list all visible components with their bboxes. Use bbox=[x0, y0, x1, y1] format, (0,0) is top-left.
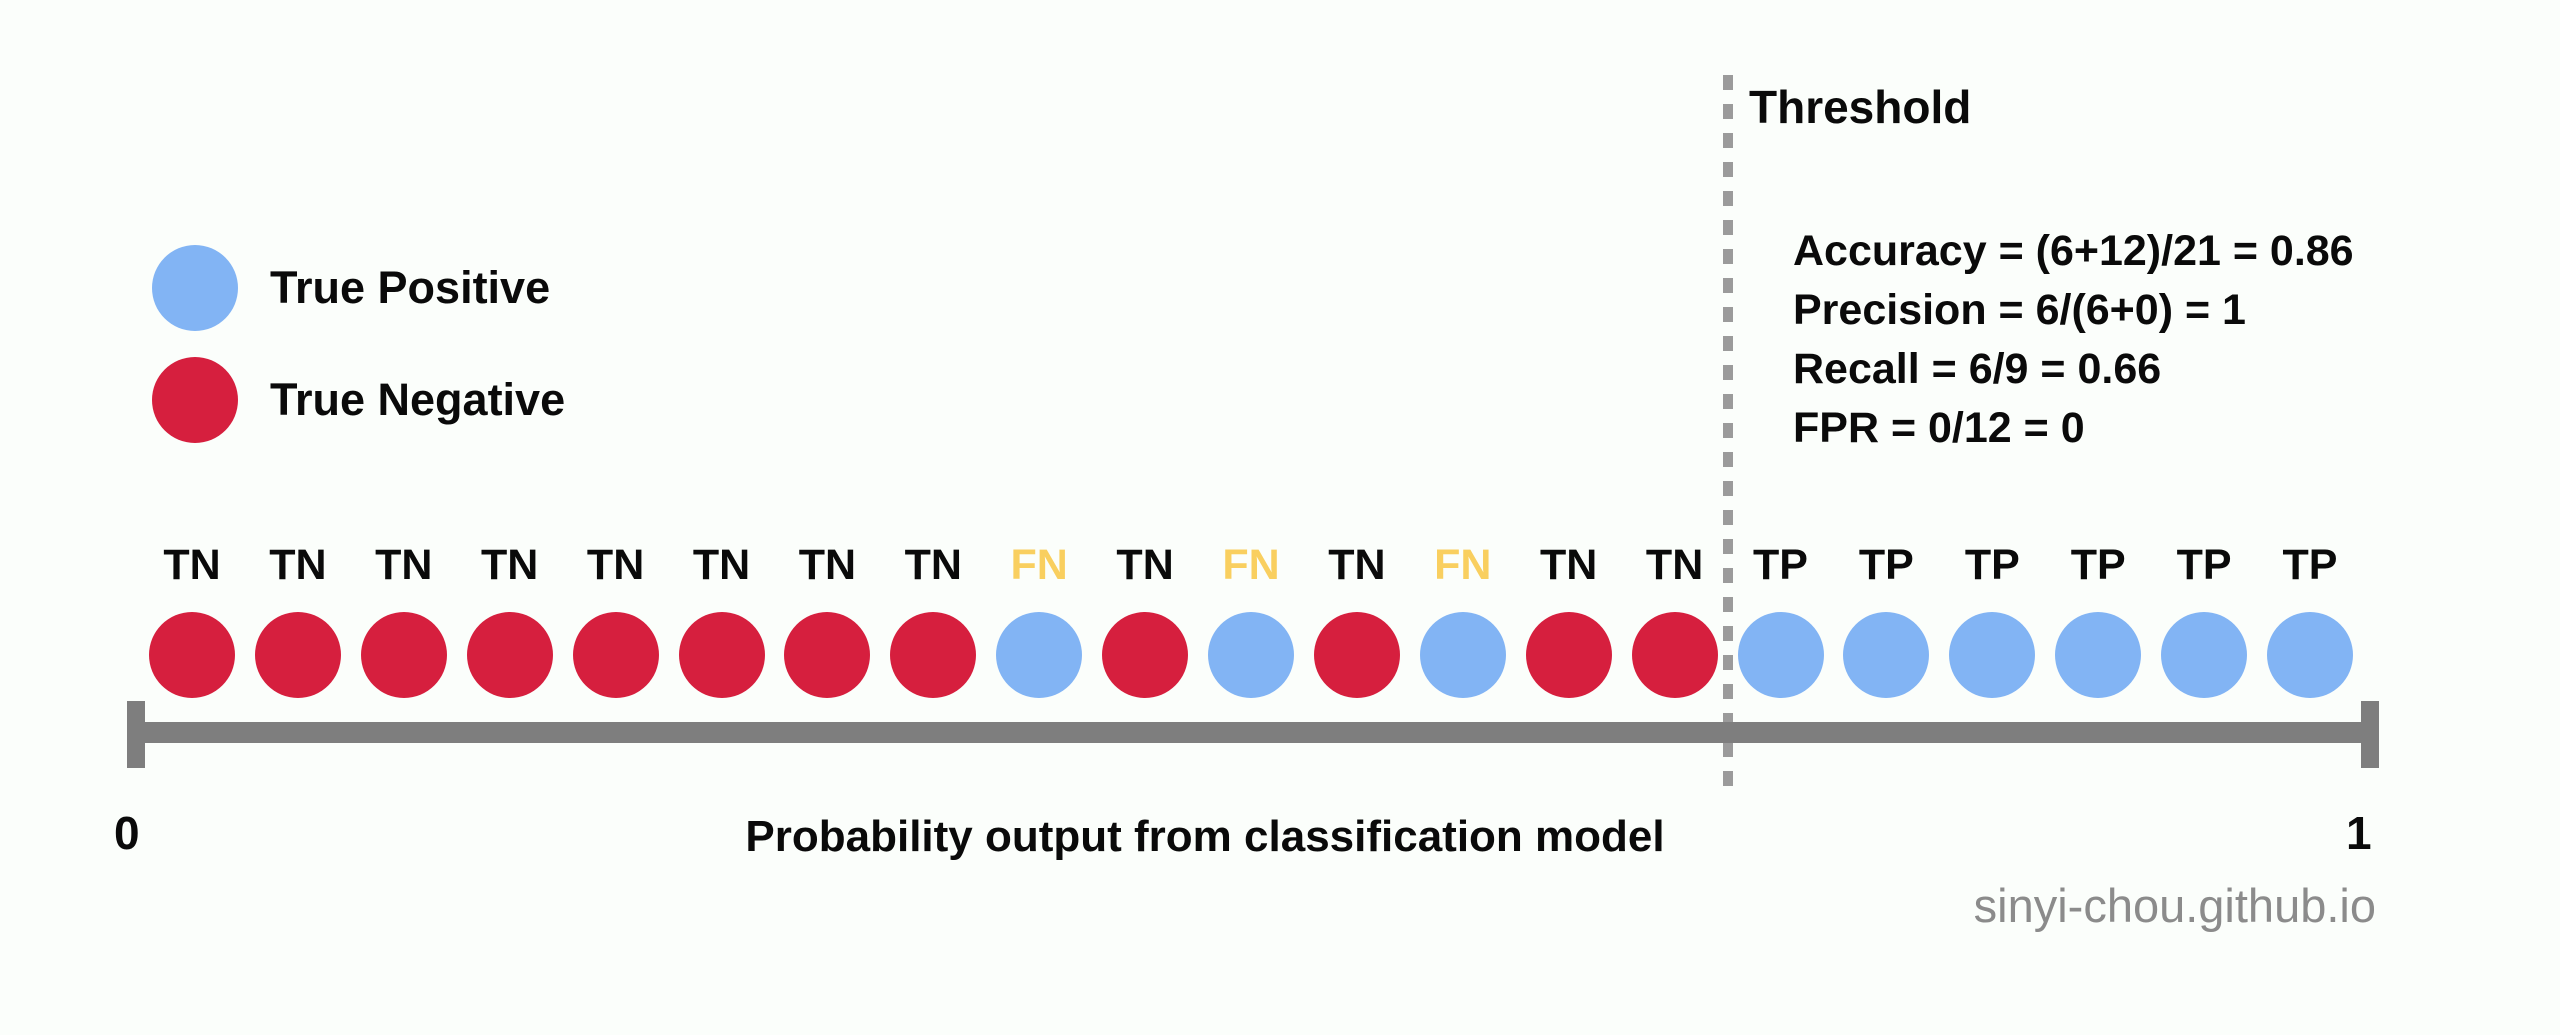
point-label: TN bbox=[1328, 541, 1386, 589]
metric-precision: Precision = 6/(6+0) = 1 bbox=[1793, 286, 2246, 334]
data-point-3-tn: TN bbox=[344, 542, 464, 698]
legend-label-true-negative: True Negative bbox=[270, 374, 566, 425]
data-point-21-tp: TP bbox=[2250, 542, 2370, 698]
metric-accuracy: Accuracy = (6+12)/21 = 0.86 bbox=[1793, 227, 2354, 275]
point-circle-icon bbox=[1949, 612, 2036, 698]
data-point-12-tn: TN bbox=[1297, 542, 1417, 698]
point-circle-icon bbox=[890, 612, 977, 698]
point-label: TP bbox=[1964, 541, 2020, 589]
data-point-15-tn: TN bbox=[1615, 542, 1735, 698]
threshold-dashed-line bbox=[1723, 75, 1733, 797]
data-point-10-tn: TN bbox=[1085, 542, 1205, 698]
point-circle-icon bbox=[360, 612, 447, 698]
point-label: FN bbox=[1434, 541, 1492, 589]
metric-recall: Recall = 6/9 = 0.66 bbox=[1793, 345, 2162, 393]
point-label: TN bbox=[163, 541, 221, 589]
point-circle-icon bbox=[254, 612, 341, 698]
true-positive-circle-icon bbox=[152, 245, 238, 331]
point-label: TN bbox=[1645, 541, 1704, 589]
axis-title: Probability output from classification m… bbox=[745, 812, 1665, 861]
axis-right-end-cap bbox=[2361, 701, 2379, 768]
data-point-8-tn: TN bbox=[873, 542, 993, 698]
legend-label-true-positive: True Positive bbox=[270, 262, 551, 313]
point-circle-icon bbox=[2055, 612, 2142, 698]
watermark-url: sinyi-chou.github.io bbox=[1973, 879, 2376, 932]
metric-fpr: FPR = 0/12 = 0 bbox=[1793, 404, 2085, 452]
point-label: TN bbox=[798, 541, 857, 589]
data-point-9-fn: FN bbox=[979, 542, 1099, 698]
point-circle-icon bbox=[1419, 612, 1506, 698]
point-circle-icon bbox=[572, 612, 659, 698]
data-point-5-tn: TN bbox=[556, 542, 676, 698]
point-circle-icon bbox=[1208, 612, 1294, 698]
point-circle-icon bbox=[466, 612, 553, 698]
axis-left-end-cap bbox=[127, 701, 145, 768]
point-circle-icon bbox=[1313, 612, 1400, 698]
data-point-18-tp: TP bbox=[1932, 542, 2052, 698]
point-label: TP bbox=[2282, 541, 2338, 589]
point-circle-icon bbox=[784, 612, 871, 698]
legend: True Positive True Negative bbox=[152, 245, 565, 443]
metrics-block: Accuracy = (6+12)/21 = 0.86 Precision = … bbox=[1793, 222, 2354, 458]
point-label: TN bbox=[269, 541, 327, 589]
point-label: TN bbox=[904, 541, 962, 589]
probability-axis-line bbox=[127, 722, 2379, 743]
point-label: TN bbox=[586, 541, 645, 589]
point-label: TP bbox=[1753, 541, 1808, 589]
point-label: TP bbox=[2070, 541, 2126, 589]
data-point-20-tp: TP bbox=[2144, 542, 2264, 698]
point-label: TN bbox=[692, 541, 751, 589]
data-point-7-tn: TN bbox=[767, 542, 887, 698]
point-label: TP bbox=[2176, 541, 2232, 589]
axis-min-tick-label: 0 bbox=[114, 807, 140, 859]
point-circle-icon bbox=[1737, 612, 1824, 698]
data-point-1-tn: TN bbox=[132, 542, 252, 698]
threshold-label: Threshold bbox=[1749, 81, 1972, 133]
point-circle-icon bbox=[1525, 612, 1612, 698]
data-point-17-tp: TP bbox=[1826, 542, 1946, 698]
point-circle-icon bbox=[149, 612, 235, 698]
legend-item-true-negative: True Negative bbox=[152, 357, 565, 443]
data-point-6-tn: TN bbox=[662, 542, 782, 698]
data-point-2-tn: TN bbox=[238, 542, 358, 698]
point-label: TN bbox=[1116, 541, 1174, 589]
point-label: TN bbox=[481, 541, 539, 589]
data-point-19-tp: TP bbox=[2038, 542, 2158, 698]
point-circle-icon bbox=[1843, 612, 1930, 698]
data-point-11-fn: FN bbox=[1191, 542, 1311, 698]
true-negative-circle-icon bbox=[152, 357, 238, 443]
legend-item-true-positive: True Positive bbox=[152, 245, 565, 331]
axis-max-tick-label: 1 bbox=[2346, 807, 2372, 859]
point-label: FN bbox=[1010, 541, 1068, 589]
data-point-4-tn: TN bbox=[450, 542, 570, 698]
data-point-13-fn: FN bbox=[1403, 542, 1523, 698]
point-circle-icon bbox=[2267, 612, 2353, 698]
data-point-14-tn: TN bbox=[1509, 542, 1629, 698]
point-circle-icon bbox=[1631, 612, 1718, 698]
data-point-16-tp: TP bbox=[1721, 542, 1841, 698]
point-label: FN bbox=[1222, 541, 1280, 589]
point-label: TN bbox=[375, 541, 433, 589]
point-circle-icon bbox=[678, 612, 765, 698]
point-circle-icon bbox=[1102, 612, 1189, 698]
point-label: TN bbox=[1540, 541, 1598, 589]
point-circle-icon bbox=[2161, 612, 2248, 698]
point-circle-icon bbox=[996, 612, 1083, 698]
point-label: TP bbox=[1858, 541, 1914, 589]
